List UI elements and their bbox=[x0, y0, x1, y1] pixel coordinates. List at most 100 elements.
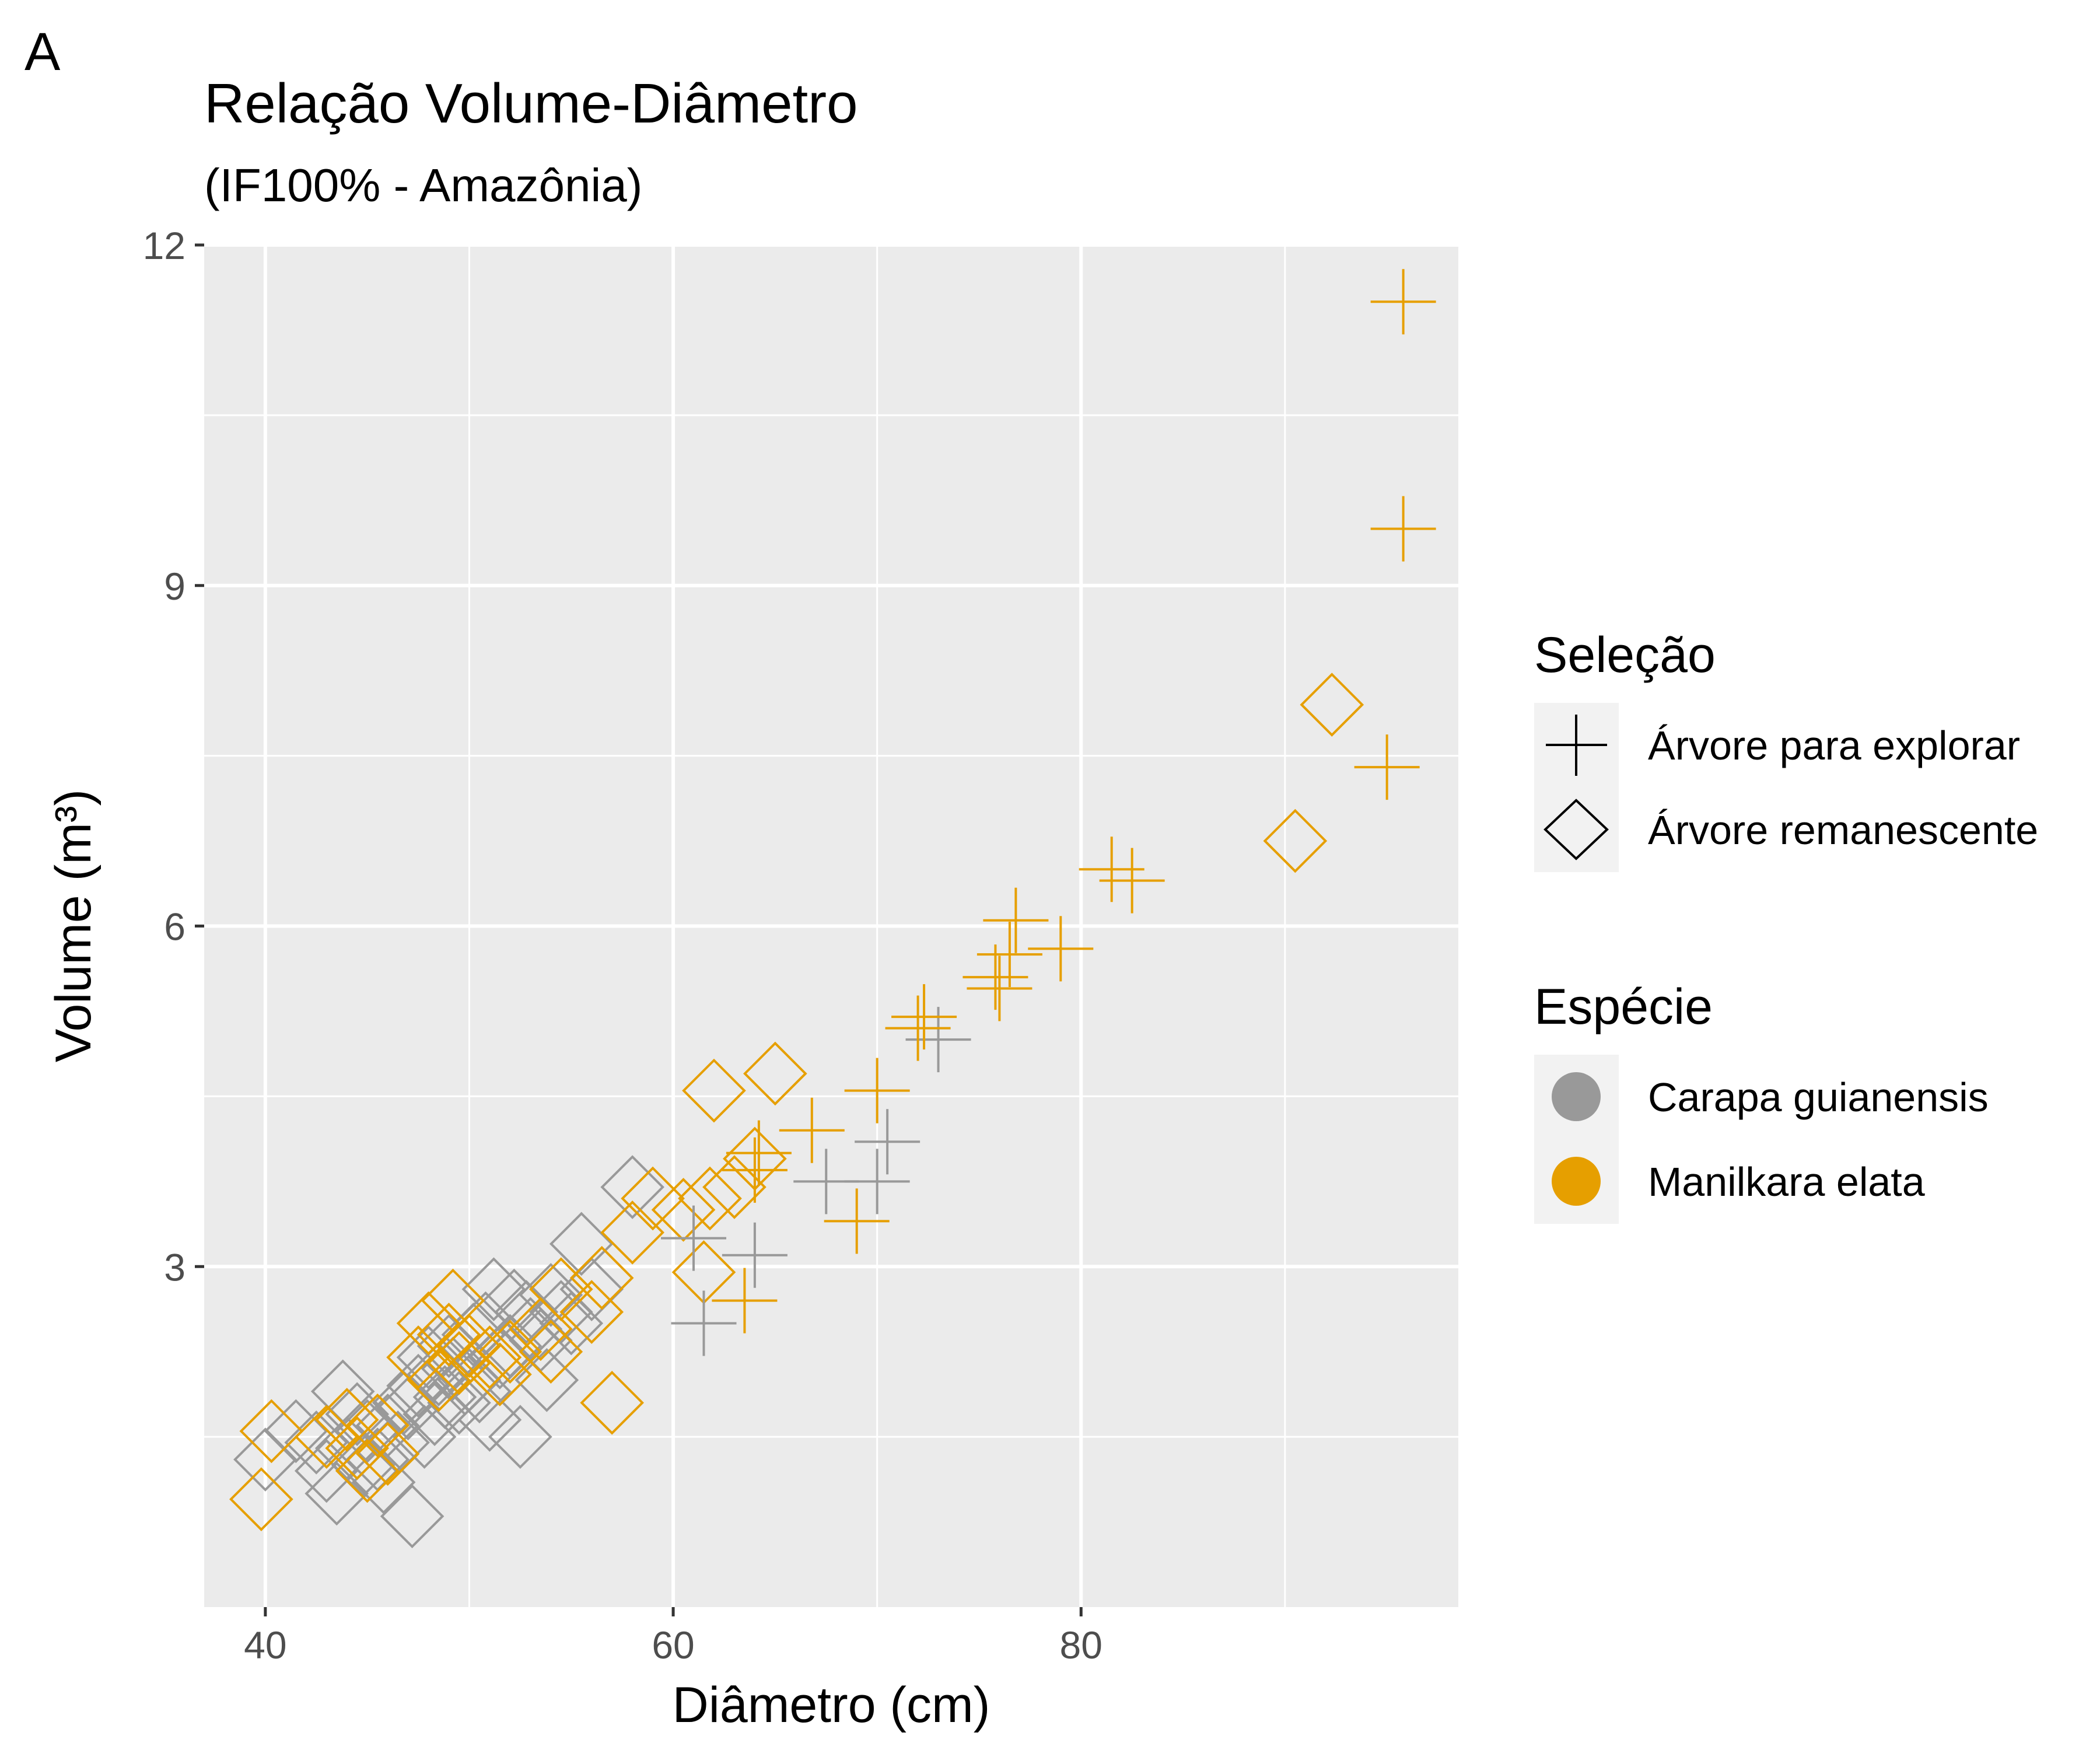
x-tick-label: 60 bbox=[652, 1623, 694, 1667]
point-diamond bbox=[549, 1212, 614, 1276]
point-diamond bbox=[447, 1359, 512, 1424]
point-diamond bbox=[457, 1388, 522, 1452]
point-plus bbox=[1370, 496, 1436, 562]
point-diamond bbox=[519, 1320, 583, 1384]
point-plus bbox=[967, 956, 1032, 1021]
chart-subtitle: (IF100% - Amazônia) bbox=[204, 159, 642, 211]
point-plus bbox=[844, 1058, 910, 1124]
point-diamond bbox=[539, 1291, 604, 1356]
x-axis-label: Diâmetro (cm) bbox=[673, 1677, 991, 1733]
point-plus bbox=[844, 1149, 910, 1214]
y-tick-label: 6 bbox=[164, 905, 186, 949]
x-tick-label: 40 bbox=[244, 1623, 286, 1667]
legend-swatch-manilkara bbox=[1552, 1157, 1601, 1206]
point-diamond bbox=[468, 1342, 532, 1406]
panel-tag: A bbox=[24, 22, 61, 82]
y-axis-label: Volume (m³) bbox=[46, 789, 102, 1062]
legend-plus-icon bbox=[1546, 715, 1607, 776]
point-diamond bbox=[461, 1257, 526, 1321]
point-plus bbox=[1370, 269, 1436, 335]
point-diamond bbox=[407, 1348, 471, 1412]
point-diamond bbox=[345, 1393, 410, 1458]
point-diamond bbox=[494, 1280, 559, 1344]
point-diamond bbox=[402, 1382, 467, 1447]
point-diamond bbox=[355, 1422, 420, 1486]
grid-major bbox=[204, 243, 1458, 1607]
legend: Seleção Árvore para explorar Árvore rema… bbox=[1534, 627, 2038, 1224]
legend-label-manilkara: Manilkara elata bbox=[1648, 1159, 1925, 1205]
point-diamond bbox=[239, 1399, 304, 1464]
point-plus bbox=[891, 984, 957, 1050]
point-diamond bbox=[314, 1388, 379, 1452]
point-plus bbox=[712, 1268, 778, 1334]
point-plus bbox=[722, 1222, 788, 1288]
point-diamond bbox=[386, 1353, 450, 1418]
point-plus bbox=[1099, 848, 1165, 914]
y-axis: 3 6 9 12 bbox=[143, 224, 204, 1289]
point-diamond bbox=[229, 1467, 293, 1531]
point-plus bbox=[661, 1205, 727, 1271]
point-plus bbox=[1079, 836, 1144, 902]
point-diamond bbox=[453, 1291, 518, 1356]
point-diamond bbox=[678, 1166, 742, 1231]
point-diamond bbox=[335, 1438, 400, 1503]
point-diamond bbox=[284, 1410, 349, 1475]
point-diamond bbox=[1263, 808, 1328, 873]
point-diamond bbox=[427, 1331, 491, 1395]
point-diamond bbox=[304, 1461, 369, 1526]
chart-title: Relação Volume-Diâmetro bbox=[204, 72, 858, 135]
point-diamond bbox=[519, 1263, 583, 1327]
point-plus bbox=[671, 1290, 737, 1356]
x-axis: 40 60 80 bbox=[244, 1607, 1102, 1667]
legend-label-explorar: Árvore para explorar bbox=[1648, 723, 2020, 768]
legend-color-title: Espécie bbox=[1534, 979, 1713, 1035]
point-plus bbox=[1354, 734, 1420, 800]
point-diamond bbox=[528, 1257, 593, 1321]
point-diamond bbox=[355, 1393, 420, 1458]
legend-diamond-icon bbox=[1544, 799, 1609, 860]
point-plus bbox=[726, 1120, 792, 1186]
point-diamond bbox=[264, 1399, 328, 1464]
point-diamond bbox=[407, 1342, 471, 1406]
y-tick-label: 12 bbox=[143, 224, 186, 267]
point-diamond bbox=[376, 1376, 440, 1441]
point-diamond bbox=[600, 1155, 664, 1219]
point-diamond bbox=[325, 1416, 390, 1480]
y-tick-label: 9 bbox=[164, 565, 186, 608]
point-diamond bbox=[682, 1058, 746, 1123]
legend-shape-title: Seleção bbox=[1534, 627, 1716, 683]
point-diamond bbox=[559, 1280, 624, 1344]
point-diamond bbox=[233, 1427, 298, 1492]
point-diamond bbox=[396, 1325, 461, 1390]
point-diamond bbox=[600, 1200, 664, 1265]
legend-label-remanescente: Árvore remanescente bbox=[1648, 807, 2038, 853]
point-plus bbox=[1028, 916, 1094, 982]
legend-label-carapa: Carapa guianensis bbox=[1648, 1074, 1989, 1120]
point-diamond bbox=[457, 1325, 522, 1390]
point-diamond bbox=[427, 1370, 491, 1435]
point-diamond bbox=[743, 1041, 807, 1106]
point-plus bbox=[855, 1109, 921, 1175]
point-diamond bbox=[651, 1178, 716, 1242]
legend-swatch-carapa bbox=[1552, 1072, 1601, 1121]
point-plus bbox=[722, 1137, 788, 1203]
point-diamond bbox=[380, 1484, 444, 1549]
point-diamond bbox=[386, 1325, 450, 1390]
point-diamond bbox=[580, 1370, 645, 1435]
point-diamond bbox=[441, 1303, 506, 1367]
x-tick-label: 80 bbox=[1060, 1623, 1102, 1667]
point-diamond bbox=[416, 1303, 481, 1367]
point-plus bbox=[977, 922, 1042, 988]
point-diamond bbox=[488, 1405, 552, 1469]
point-plus bbox=[824, 1188, 890, 1254]
point-plus bbox=[983, 887, 1049, 953]
point-diamond bbox=[569, 1245, 634, 1310]
point-diamond bbox=[1300, 673, 1364, 737]
y-tick-label: 3 bbox=[164, 1245, 186, 1289]
point-diamond bbox=[437, 1314, 502, 1378]
data-points bbox=[229, 269, 1436, 1549]
point-plus bbox=[779, 1097, 845, 1163]
point-plus bbox=[885, 995, 951, 1061]
point-diamond bbox=[396, 1291, 461, 1356]
